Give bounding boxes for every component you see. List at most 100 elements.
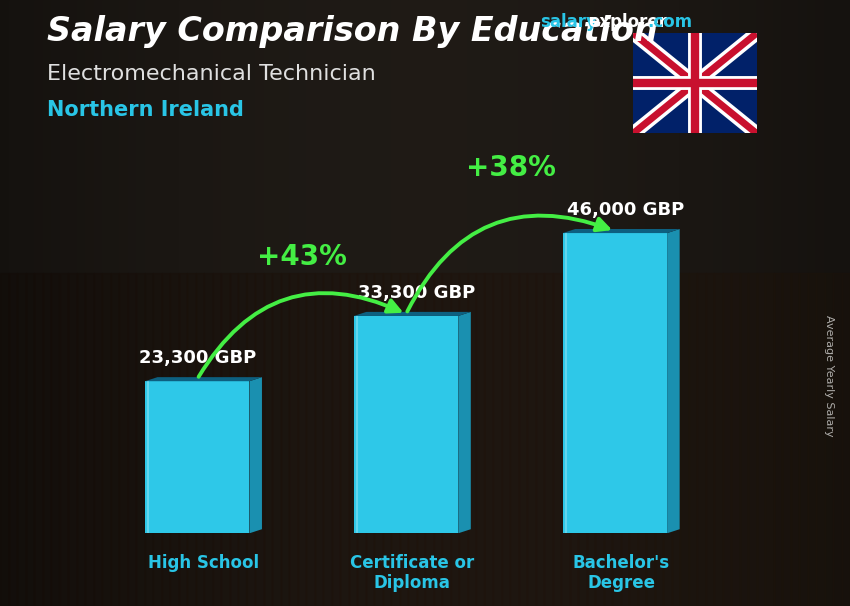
Bar (442, 0, 450, 606)
Bar (740, 0, 748, 606)
Polygon shape (145, 381, 249, 533)
Polygon shape (612, 273, 620, 606)
Bar (0, 0, 8, 606)
Polygon shape (17, 273, 26, 606)
Bar (552, 0, 561, 606)
Polygon shape (153, 273, 162, 606)
Polygon shape (748, 273, 756, 606)
Bar (833, 0, 842, 606)
Bar (570, 0, 578, 606)
Bar (212, 0, 221, 606)
Bar (136, 0, 144, 606)
Bar (238, 0, 246, 606)
Bar (536, 0, 544, 606)
Polygon shape (51, 273, 60, 606)
Bar (654, 0, 663, 606)
Polygon shape (688, 273, 697, 606)
Polygon shape (323, 273, 332, 606)
Polygon shape (196, 273, 204, 606)
Text: .com: .com (648, 13, 693, 32)
Polygon shape (340, 273, 348, 606)
Bar (697, 0, 706, 606)
Polygon shape (8, 273, 17, 606)
Bar (459, 0, 468, 606)
Bar (178, 0, 187, 606)
Polygon shape (306, 273, 314, 606)
Bar (348, 0, 357, 606)
Bar (76, 0, 85, 606)
Polygon shape (595, 273, 604, 606)
Text: Average Yearly Salary: Average Yearly Salary (824, 315, 834, 436)
Polygon shape (536, 273, 544, 606)
Bar (102, 0, 110, 606)
Bar (162, 0, 170, 606)
Polygon shape (552, 273, 561, 606)
Bar (706, 0, 714, 606)
Polygon shape (782, 273, 790, 606)
Bar (119, 0, 128, 606)
Polygon shape (289, 273, 297, 606)
Polygon shape (667, 229, 680, 533)
Bar (620, 0, 629, 606)
Polygon shape (26, 273, 34, 606)
Polygon shape (638, 273, 646, 606)
Polygon shape (42, 273, 51, 606)
Polygon shape (563, 233, 667, 533)
Bar (298, 0, 306, 606)
Bar (374, 0, 382, 606)
Polygon shape (578, 273, 586, 606)
Polygon shape (458, 312, 471, 533)
Polygon shape (249, 377, 262, 533)
Polygon shape (570, 273, 578, 606)
Bar (612, 0, 620, 606)
Bar (722, 0, 731, 606)
Bar (595, 0, 604, 606)
Bar (842, 0, 850, 606)
Bar (816, 0, 824, 606)
Bar (484, 0, 493, 606)
Bar (34, 0, 42, 606)
Polygon shape (510, 273, 518, 606)
Polygon shape (144, 273, 153, 606)
Polygon shape (740, 273, 748, 606)
Polygon shape (714, 273, 722, 606)
Polygon shape (212, 273, 221, 606)
Bar (144, 0, 153, 606)
Polygon shape (459, 273, 468, 606)
Bar (272, 0, 280, 606)
Text: Bachelor's
Degree: Bachelor's Degree (573, 554, 670, 593)
Polygon shape (255, 273, 264, 606)
Polygon shape (354, 316, 458, 533)
Bar (391, 0, 399, 606)
FancyArrowPatch shape (199, 293, 400, 377)
Bar (799, 0, 808, 606)
Polygon shape (187, 273, 196, 606)
Polygon shape (450, 273, 459, 606)
Bar (280, 0, 289, 606)
Polygon shape (416, 273, 425, 606)
Bar (408, 0, 416, 606)
Bar (765, 0, 774, 606)
Bar (289, 0, 297, 606)
Text: explorer: explorer (588, 13, 667, 32)
Bar (153, 0, 162, 606)
Bar (434, 0, 442, 606)
Bar (646, 0, 654, 606)
Bar (51, 0, 60, 606)
Polygon shape (816, 273, 824, 606)
Polygon shape (842, 273, 850, 606)
Bar (544, 0, 552, 606)
Bar (450, 0, 459, 606)
Bar (731, 0, 740, 606)
Bar (510, 0, 518, 606)
Text: 33,300 GBP: 33,300 GBP (358, 284, 475, 302)
Polygon shape (314, 273, 323, 606)
Polygon shape (76, 273, 85, 606)
Polygon shape (563, 229, 680, 233)
Text: High School: High School (148, 554, 259, 571)
Bar (8, 0, 17, 606)
Polygon shape (357, 273, 366, 606)
Polygon shape (604, 273, 612, 606)
Bar (221, 0, 230, 606)
Bar (578, 0, 586, 606)
